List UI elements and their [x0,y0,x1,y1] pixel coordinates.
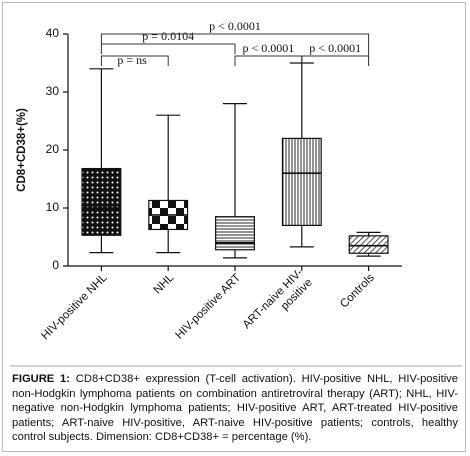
y-tick-label: 40 [46,26,60,40]
bracket-label: p = 0.0104 [142,29,194,43]
bracket-label: p < 0.0001 [209,19,261,33]
x-tick-label: NHL [152,271,177,296]
x-tick-label: HIV-positive NHL [39,271,110,342]
x-tick-label: ART-naive HIV-positive [241,267,315,341]
x-tick-label: HIV-positive ART [173,272,243,342]
bracket-label: p < 0.0001 [243,41,295,55]
chart: CD8+CD38+(%) 0 10 20 30 40 HIV-positive NHL NH… [10,19,462,367]
bracket [301,55,370,66]
bracket [234,55,303,66]
caption: FIGURE 1: CD8+CD38+ expression (T-cell a… [12,372,458,445]
box [281,137,322,226]
caption-text: CD8+CD38+ expression (T-cell activation)… [12,373,458,444]
y-axis-label: CD8+CD38+(%) [16,108,28,192]
caption-label: FIGURE 1: [12,373,70,385]
box [215,216,255,251]
box [348,235,389,254]
bracket-label: p = ns [117,53,147,67]
bracket-label: p < 0.0001 [309,41,361,55]
bracket [100,33,370,58]
y-tick-label: 30 [46,84,60,98]
y-tick-label: 10 [46,200,60,214]
y-tick-label: 20 [46,142,60,156]
y-tick-label: 0 [52,258,59,272]
bracket [100,55,169,66]
box [81,167,122,236]
frame [2,2,466,452]
bracket [100,43,236,54]
x-tick-label: Controls [338,272,377,311]
